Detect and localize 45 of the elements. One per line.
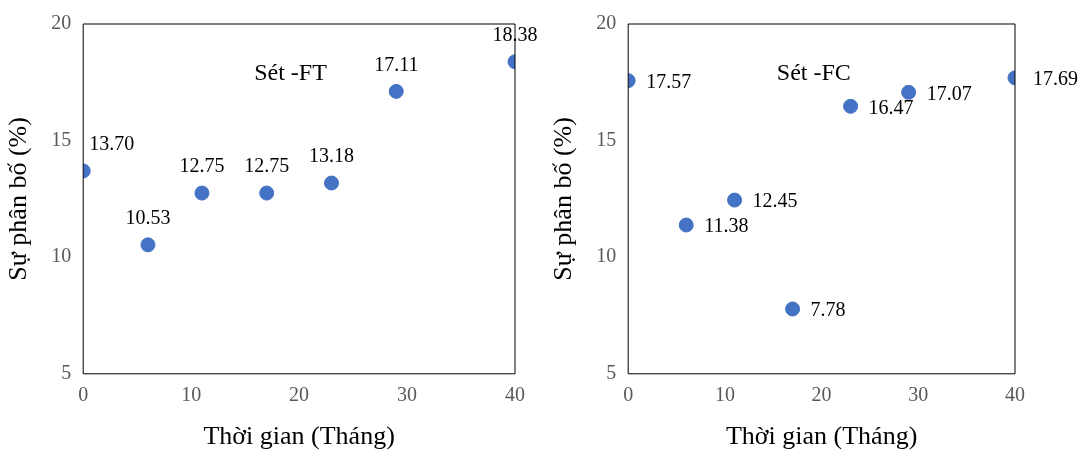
annotation: Sét -FT bbox=[254, 59, 328, 86]
data-label: 13.18 bbox=[308, 144, 354, 167]
data-label: 16.47 bbox=[868, 95, 914, 118]
y-tick-label: 10 bbox=[51, 244, 72, 267]
x-tick-label: 10 bbox=[181, 383, 202, 406]
annotation: Sét -FC bbox=[776, 59, 851, 86]
y-tick-label: 20 bbox=[596, 11, 617, 34]
x-tick-label: 40 bbox=[1005, 383, 1025, 406]
x-tick-label: 30 bbox=[397, 383, 418, 406]
data-label: 7.78 bbox=[810, 298, 846, 321]
x-axis-title: Thời gian (Tháng) bbox=[725, 421, 918, 451]
data-label: 17.69 bbox=[1033, 67, 1078, 90]
data-label: 11.38 bbox=[704, 214, 749, 237]
y-tick-label: 15 bbox=[51, 127, 72, 150]
y-tick-label: 5 bbox=[61, 361, 72, 384]
data-label: 17.57 bbox=[646, 69, 692, 92]
x-tick-label: 40 bbox=[505, 383, 525, 406]
x-tick-label: 10 bbox=[714, 383, 735, 406]
y-axis-title: Sự phân bố (%) bbox=[548, 117, 578, 281]
x-tick-label: 0 bbox=[78, 383, 89, 406]
x-tick-label: 0 bbox=[623, 383, 634, 406]
y-tick-label: 5 bbox=[606, 361, 617, 384]
point bbox=[388, 83, 404, 99]
data-label: 17.11 bbox=[374, 52, 419, 75]
x-axis-title: Thời gian (Tháng) bbox=[203, 421, 395, 451]
data-label: 13.70 bbox=[89, 132, 135, 155]
point bbox=[727, 192, 743, 208]
y-tick-label: 15 bbox=[596, 127, 617, 150]
data-label: 12.75 bbox=[179, 154, 225, 177]
data-label: 12.75 bbox=[244, 154, 290, 177]
x-tick-label: 20 bbox=[289, 383, 310, 406]
y-tick-label: 10 bbox=[596, 244, 617, 267]
y-axis-title: Sự phân bố (%) bbox=[3, 117, 33, 281]
point bbox=[843, 98, 859, 114]
point bbox=[785, 301, 801, 317]
data-label: 12.45 bbox=[752, 189, 798, 212]
point bbox=[323, 175, 339, 191]
x-tick-label: 30 bbox=[908, 383, 929, 406]
y-tick-label: 20 bbox=[51, 11, 72, 34]
x-tick-label: 20 bbox=[811, 383, 832, 406]
data-label: 10.53 bbox=[125, 206, 171, 229]
data-label: 17.07 bbox=[926, 81, 972, 104]
point bbox=[259, 185, 275, 201]
point bbox=[194, 185, 210, 201]
data-label: 18.38 bbox=[492, 23, 538, 46]
